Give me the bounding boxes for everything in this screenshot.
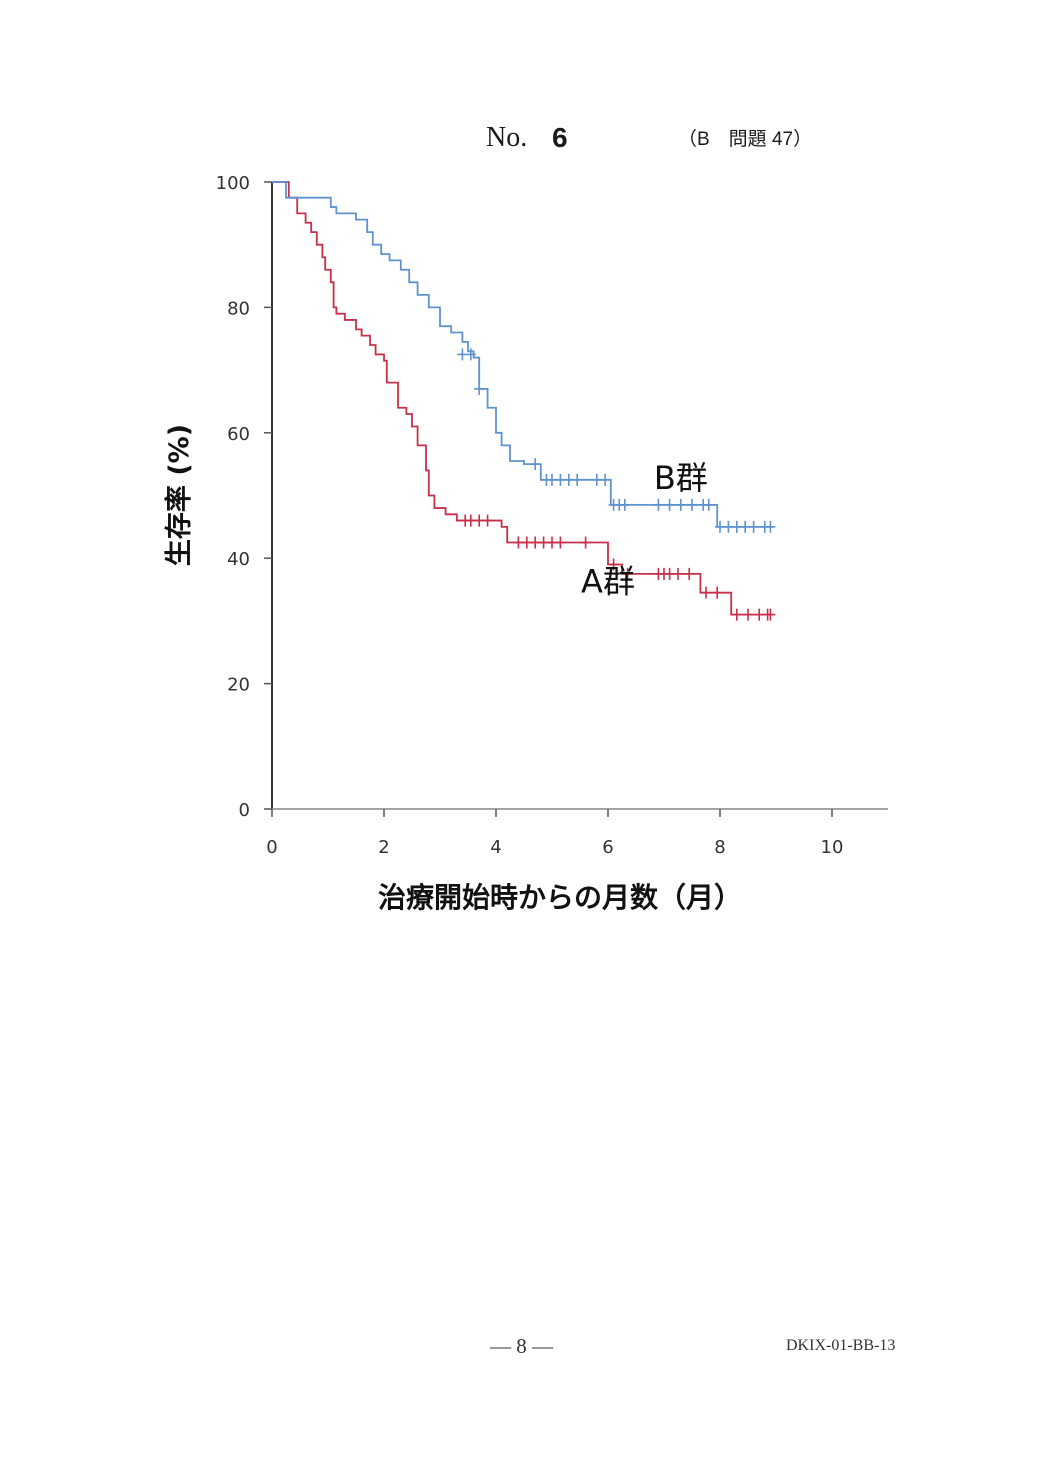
censor-mark (457, 348, 468, 361)
censor-mark (731, 520, 742, 533)
y-tick-label: 100 (216, 173, 250, 194)
series-label: A群 (581, 563, 635, 601)
censor-mark (521, 536, 532, 549)
censor-mark (743, 608, 753, 621)
censor-mark (740, 520, 751, 533)
censor-mark (530, 536, 541, 549)
censor-mark (530, 458, 541, 471)
x-tick-label: 4 (490, 837, 501, 858)
series-label: B群 (654, 459, 708, 497)
series-line (272, 181, 774, 616)
censor-mark (465, 348, 476, 361)
y-tick-label: 80 (227, 298, 250, 319)
x-tick-label: 10 (821, 837, 844, 858)
censor-mark (474, 514, 485, 527)
censor-mark (513, 536, 524, 549)
series-group: B群 (272, 181, 776, 533)
censor-mark (765, 520, 776, 533)
censor-mark (591, 473, 602, 486)
censor-mark (664, 498, 675, 511)
censor-mark (482, 514, 493, 527)
censor-mark (555, 536, 566, 549)
censor-mark (673, 567, 683, 580)
header-reference: （B 問題 47） (678, 129, 813, 150)
censor-mark (608, 558, 619, 571)
header-no-label: No. (486, 122, 528, 153)
censor-mark (687, 498, 697, 511)
x-tick-label: 2 (378, 837, 389, 858)
censor-mark (703, 498, 714, 511)
censor-mark (765, 608, 776, 621)
series-line (272, 181, 774, 528)
survival-chart: 0 20 40 60 80 100 0 2 4 6 8 10 A群 B群 生存率 (%) 治療開始時から… (163, 173, 888, 914)
x-tick-label: 0 (266, 837, 277, 858)
censor-mark (538, 536, 549, 549)
document-code: DKIX-01-BB-13 (786, 1337, 896, 1354)
censor-mark (547, 473, 557, 486)
x-tick-label: 8 (714, 837, 725, 858)
censor-mark (555, 473, 566, 486)
censor-mark (684, 567, 695, 580)
censor-mark (712, 586, 723, 599)
censor-mark (675, 498, 686, 511)
censor-mark (580, 536, 591, 549)
censor-mark (572, 473, 583, 486)
header-number: 6 (552, 122, 568, 153)
chart-axes: 0 20 40 60 80 100 0 2 4 6 8 10 (216, 173, 888, 858)
chart-series-layer: A群 B群 (272, 181, 776, 621)
y-tick-label: 0 (239, 800, 250, 821)
censor-mark (465, 514, 476, 527)
page-number: — 8 — (490, 1334, 553, 1358)
censor-mark (754, 608, 765, 621)
censor-mark (600, 473, 611, 486)
series-group: A群 (272, 181, 776, 621)
censor-mark (715, 520, 725, 533)
censor-mark (653, 498, 664, 511)
censor-mark (723, 520, 734, 533)
y-tick-label: 40 (227, 549, 250, 570)
censor-mark (748, 520, 759, 533)
censor-mark (474, 382, 485, 395)
x-tick-label: 6 (602, 837, 613, 858)
censor-mark (664, 567, 675, 580)
censor-mark (547, 536, 557, 549)
x-axis-label: 治療開始時からの月数（月） (378, 881, 742, 914)
y-tick-label: 20 (227, 675, 250, 696)
y-axis-label: 生存率 (%) (163, 424, 195, 566)
censor-mark (622, 567, 633, 580)
y-tick-label: 60 (227, 424, 250, 445)
censor-mark (731, 608, 742, 621)
censor-mark (701, 586, 711, 599)
censor-mark (619, 498, 630, 511)
censor-mark (563, 473, 574, 486)
